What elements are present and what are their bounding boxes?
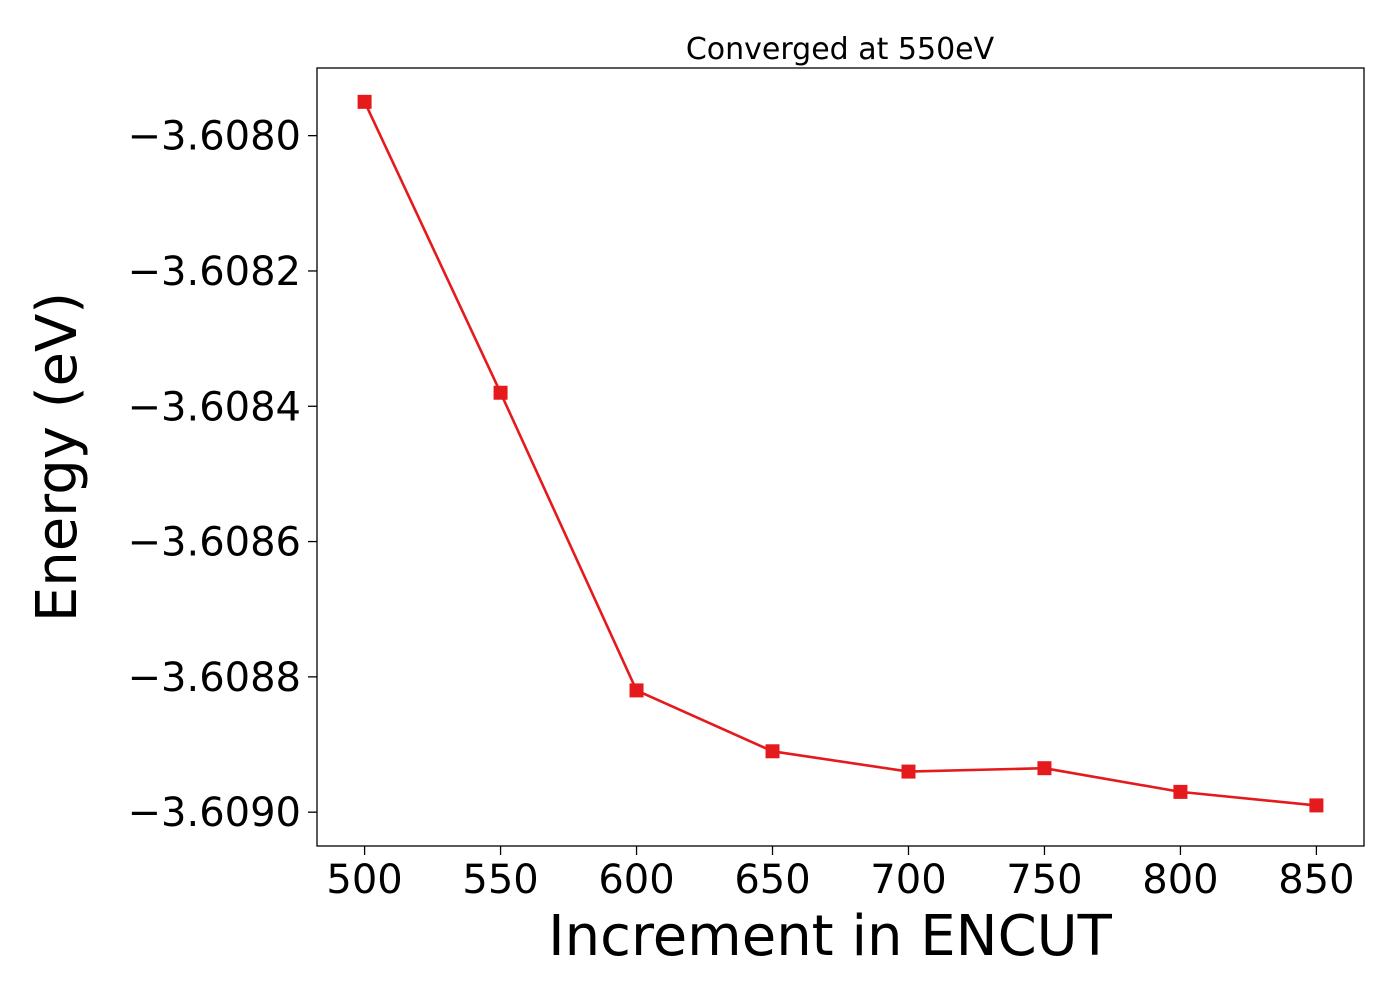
data-point-marker <box>357 94 372 109</box>
series-line <box>363 101 1317 807</box>
y-tick-label: −3.6080 <box>128 114 301 160</box>
y-tick-label: −3.6084 <box>128 384 301 430</box>
chart-title: Converged at 550eV <box>686 32 995 67</box>
y-tick-label: −3.6088 <box>128 655 301 701</box>
series-layer <box>357 94 1324 813</box>
y-tick-label: −3.6082 <box>128 249 301 295</box>
y-axis-ticks: −3.6080 −3.6082 −3.6084 −3.6086 −3.6088 −3.60… <box>128 114 317 836</box>
x-tick-label: 800 <box>1142 857 1218 903</box>
data-point-marker <box>1173 784 1188 799</box>
x-tick-label: 650 <box>734 857 810 903</box>
x-tick-label: 850 <box>1278 857 1354 903</box>
x-axis-title: Increment in ENCUT <box>548 904 1113 969</box>
x-tick-label: 700 <box>870 857 946 903</box>
data-point-marker <box>901 764 916 779</box>
y-axis-title: Energy (eV) <box>25 292 90 622</box>
data-point-marker <box>629 683 644 698</box>
x-tick-label: 500 <box>326 857 402 903</box>
data-point-marker <box>1037 761 1052 776</box>
x-tick-label: 550 <box>462 857 538 903</box>
data-point-marker <box>1309 798 1324 813</box>
x-tick-label: 750 <box>1006 857 1082 903</box>
y-tick-label: −3.6086 <box>128 520 301 566</box>
x-axis-ticks: 500 550 600 650 700 750 800 850 <box>326 846 1355 903</box>
x-tick-label: 600 <box>598 857 674 903</box>
data-point-marker <box>493 385 508 400</box>
plot-area-frame <box>316 67 1365 847</box>
y-tick-label: −3.6090 <box>128 790 301 836</box>
data-point-marker <box>765 744 780 759</box>
